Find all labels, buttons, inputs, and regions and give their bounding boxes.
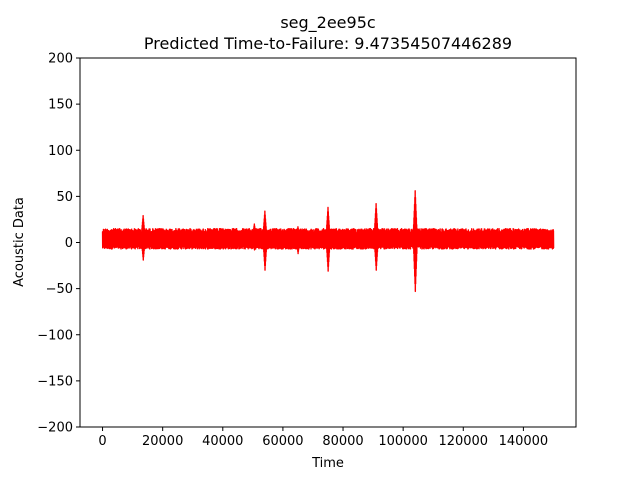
- x-tick-label: 120000: [438, 434, 488, 449]
- x-tick-label: 20000: [142, 434, 183, 449]
- y-tick-label: 100: [48, 144, 73, 159]
- y-tick-label: −50: [46, 282, 73, 297]
- y-tick-label: 50: [56, 190, 73, 205]
- x-tick-label: 100000: [378, 434, 428, 449]
- y-axis-label: Acoustic Data: [12, 197, 27, 287]
- x-axis-ticks: 0 20000 40000 60000 80000 100000 120000 140000: [98, 427, 548, 449]
- x-tick-label: 40000: [202, 434, 243, 449]
- y-tick-label: 150: [48, 98, 73, 113]
- x-tick-label: 80000: [322, 434, 363, 449]
- chart-subtitle: Predicted Time-to-Failure: 9.47354507446…: [144, 34, 512, 53]
- y-tick-label: 0: [65, 236, 73, 251]
- y-tick-label: −150: [37, 374, 73, 389]
- x-tick-label: 60000: [262, 434, 303, 449]
- x-tick-label: 0: [98, 434, 106, 449]
- x-axis-label: Time: [311, 456, 344, 471]
- y-axis-ticks: −200 −150 −100 −50 0 50 100 150 200: [37, 52, 80, 436]
- y-tick-label: −100: [37, 328, 73, 343]
- x-tick-label: 140000: [499, 434, 549, 449]
- y-tick-label: 200: [48, 52, 73, 67]
- y-tick-label: −200: [37, 421, 73, 436]
- chart-title: seg_2ee95c: [280, 13, 375, 33]
